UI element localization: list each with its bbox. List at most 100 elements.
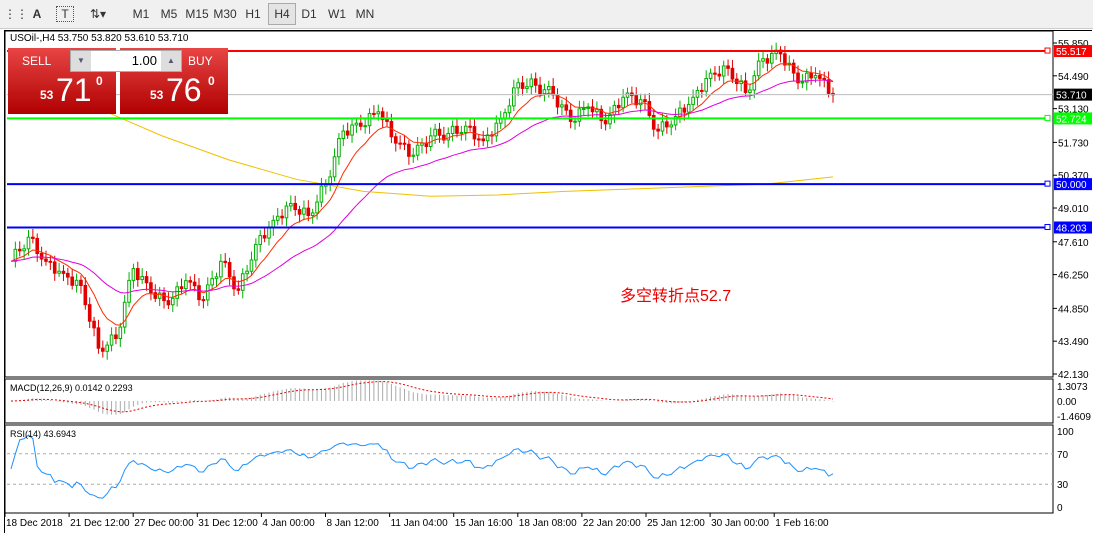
candle — [625, 92, 630, 98]
level-label: 52.724 — [1056, 114, 1087, 125]
candle — [813, 75, 818, 79]
symbol-info: USOil-,H4 53.750 53.820 53.610 53.710 — [10, 33, 189, 44]
timeframe-w1[interactable]: W1 — [328, 7, 346, 21]
level-handle — [1044, 47, 1051, 54]
timeframe-h1[interactable]: H1 — [245, 7, 261, 21]
candle — [713, 72, 717, 75]
candle — [354, 122, 359, 126]
candle — [157, 292, 162, 299]
current-price-label: 53.710 — [1056, 91, 1087, 102]
candle — [140, 276, 144, 281]
text-icon[interactable]: A — [32, 7, 42, 21]
macd-tick-label: 1.3073 — [1057, 382, 1088, 393]
candle — [686, 103, 691, 113]
candle — [175, 286, 179, 299]
price-tick-label: 43.490 — [1058, 337, 1089, 348]
candle — [22, 248, 26, 252]
candle — [525, 86, 529, 89]
candle — [376, 111, 381, 115]
pane-frame-1 — [4, 378, 1054, 424]
candle — [135, 268, 140, 281]
level-tag — [1054, 221, 1092, 234]
macd-tick-label: 0.00 — [1057, 397, 1077, 408]
price-tick-label: 53.130 — [1058, 105, 1089, 116]
candle — [201, 299, 206, 302]
timeframe-m15[interactable]: M15 — [185, 7, 209, 21]
timeframe-m1[interactable]: M1 — [132, 7, 150, 21]
candle — [437, 128, 442, 136]
time-label: 11 Jan 04:00 — [391, 518, 449, 529]
timeframe-m5[interactable]: M5 — [160, 7, 178, 21]
candle — [796, 72, 800, 84]
candle — [590, 106, 595, 113]
volume-value[interactable]: 1.00 — [131, 53, 157, 68]
candle — [236, 288, 241, 291]
price-tick-label: 54.490 — [1058, 72, 1089, 83]
candle — [385, 119, 389, 122]
candle — [769, 52, 774, 64]
rsi-label: RSI(14) 43.6943 — [10, 429, 77, 439]
macd-tick-label: -1.4609 — [1057, 412, 1091, 423]
candle — [284, 205, 289, 219]
candle — [149, 282, 153, 294]
candle — [538, 84, 542, 95]
sell-label: SELL — [22, 54, 52, 68]
candle — [660, 121, 665, 132]
candle — [669, 124, 674, 128]
period-separator-icon[interactable]: ⋮⋮ — [4, 7, 28, 21]
time-label: 31 Dec 12:00 — [198, 518, 258, 529]
candle — [481, 138, 486, 142]
volume-down-button[interactable]: ▼ — [71, 51, 91, 71]
candle — [57, 270, 61, 274]
candle — [402, 142, 407, 145]
arrows-icon[interactable]: ⇅▾ — [89, 7, 107, 21]
candle — [328, 176, 332, 185]
candle — [673, 116, 678, 126]
candle — [87, 304, 92, 322]
sell-price-big: 53 — [40, 88, 54, 102]
timeframe-d1[interactable]: D1 — [301, 7, 317, 21]
candle — [809, 72, 813, 79]
timeframe-m30[interactable]: M30 — [213, 7, 237, 21]
volume-field[interactable]: ▼ 1.00 ▲ — [70, 50, 182, 72]
candle — [529, 78, 534, 88]
candle — [398, 142, 402, 145]
buy-price-sup: 0 — [208, 74, 215, 88]
candle — [603, 120, 608, 125]
candle — [546, 86, 551, 91]
candle — [170, 297, 175, 306]
timeframe-h4[interactable]: H4 — [268, 3, 296, 25]
candle — [726, 65, 730, 69]
candle — [83, 284, 88, 306]
candle — [573, 120, 577, 123]
candle — [516, 82, 521, 89]
time-label: 27 Dec 00:00 — [134, 518, 194, 529]
candle — [302, 207, 306, 215]
buy-label: BUY — [188, 54, 213, 68]
candle — [564, 104, 569, 111]
candle — [122, 301, 127, 328]
candle — [507, 105, 512, 114]
candle — [153, 292, 158, 299]
time-label: 18 Dec 2018 — [6, 518, 63, 529]
ma-mid-line — [10, 79, 834, 294]
candle — [651, 114, 656, 130]
candle — [407, 143, 411, 157]
level-handle — [1044, 180, 1051, 187]
candle — [315, 201, 319, 214]
text-label-icon[interactable]: T — [56, 6, 74, 22]
timeframe-mn[interactable]: MN — [355, 7, 375, 21]
sell-button[interactable]: SELL 53 71 0 — [8, 48, 116, 114]
candle — [166, 300, 171, 306]
candle — [765, 58, 770, 64]
candle — [442, 134, 446, 141]
candle — [393, 136, 398, 144]
time-label: 25 Jan 12:00 — [647, 518, 705, 529]
candle — [822, 77, 827, 81]
candle — [682, 107, 687, 113]
volume-up-button[interactable]: ▲ — [161, 51, 181, 71]
candle — [455, 125, 459, 134]
candle — [219, 260, 223, 278]
candle — [258, 235, 263, 245]
